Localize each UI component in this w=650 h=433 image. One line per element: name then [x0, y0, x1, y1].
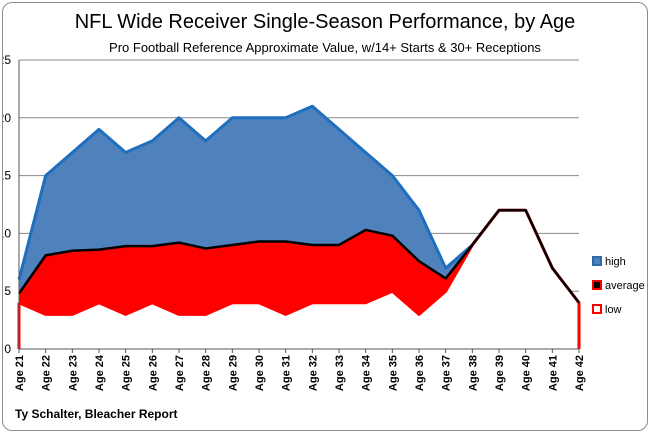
- x-tick-label: Age 33: [334, 355, 346, 391]
- x-tick-label: Age 35: [387, 355, 399, 391]
- x-tick-labels: Age 21 Age 22 Age 23 Age 24 Age 25 Age 26 Age …: [14, 354, 586, 391]
- x-tick-label: Age 22: [41, 355, 53, 391]
- axes: [18, 60, 580, 353]
- average-area: [19, 210, 579, 315]
- chart-subtitle: Pro Football Reference Approximate Value…: [109, 40, 541, 55]
- y-tick-labels: 0 5 10 15 20 25: [3, 53, 11, 356]
- legend-label-high: high: [605, 256, 626, 268]
- x-tick-label: Age 41: [547, 355, 559, 391]
- x-tick-label: Age 36: [414, 355, 426, 391]
- x-tick-label: Age 30: [254, 355, 266, 391]
- below-low-area: [19, 210, 579, 349]
- x-tick-label: Age 21: [14, 355, 26, 391]
- average-line: [17, 209, 580, 304]
- legend-swatch-average: [592, 280, 602, 290]
- legend-label-average: average: [605, 280, 645, 292]
- x-tick-label: Age 42: [574, 355, 586, 391]
- y-tick-label: 10: [3, 226, 11, 240]
- y-tick-label: 15: [3, 169, 11, 183]
- y-tick-label: 20: [3, 111, 11, 125]
- credit-line: Ty Schalter, Bleacher Report: [15, 407, 178, 421]
- data-areas: [17, 104, 581, 349]
- x-tick-label: Age 34: [361, 354, 373, 391]
- legend-swatch-low: [592, 304, 602, 314]
- x-tick-label: Age 37: [441, 355, 453, 391]
- x-tick-label: Age 40: [521, 355, 533, 391]
- x-tick-label: Age 38: [467, 355, 479, 391]
- legend-label-low: low: [605, 304, 622, 316]
- x-tick-label: Age 32: [307, 355, 319, 391]
- y-tick-label: 5: [4, 284, 11, 298]
- chart-title: NFL Wide Receiver Single-Season Performa…: [74, 11, 576, 33]
- y-tick-label: 0: [4, 342, 11, 356]
- x-tick-label: Age 24: [94, 354, 106, 391]
- legend-swatch-high: [592, 256, 602, 266]
- x-tick-label: Age 23: [67, 355, 79, 391]
- x-tick-label: Age 26: [147, 355, 159, 391]
- x-tick-label: Age 28: [201, 355, 213, 391]
- x-tick-label: Age 27: [174, 355, 186, 391]
- x-tick-label: Age 29: [227, 355, 239, 391]
- x-tick-label: Age 31: [281, 355, 293, 391]
- legend: high average low: [592, 256, 645, 316]
- x-tick-label: Age 25: [121, 355, 133, 391]
- y-tick-label: 25: [3, 53, 11, 67]
- x-tick-label: Age 39: [494, 355, 506, 391]
